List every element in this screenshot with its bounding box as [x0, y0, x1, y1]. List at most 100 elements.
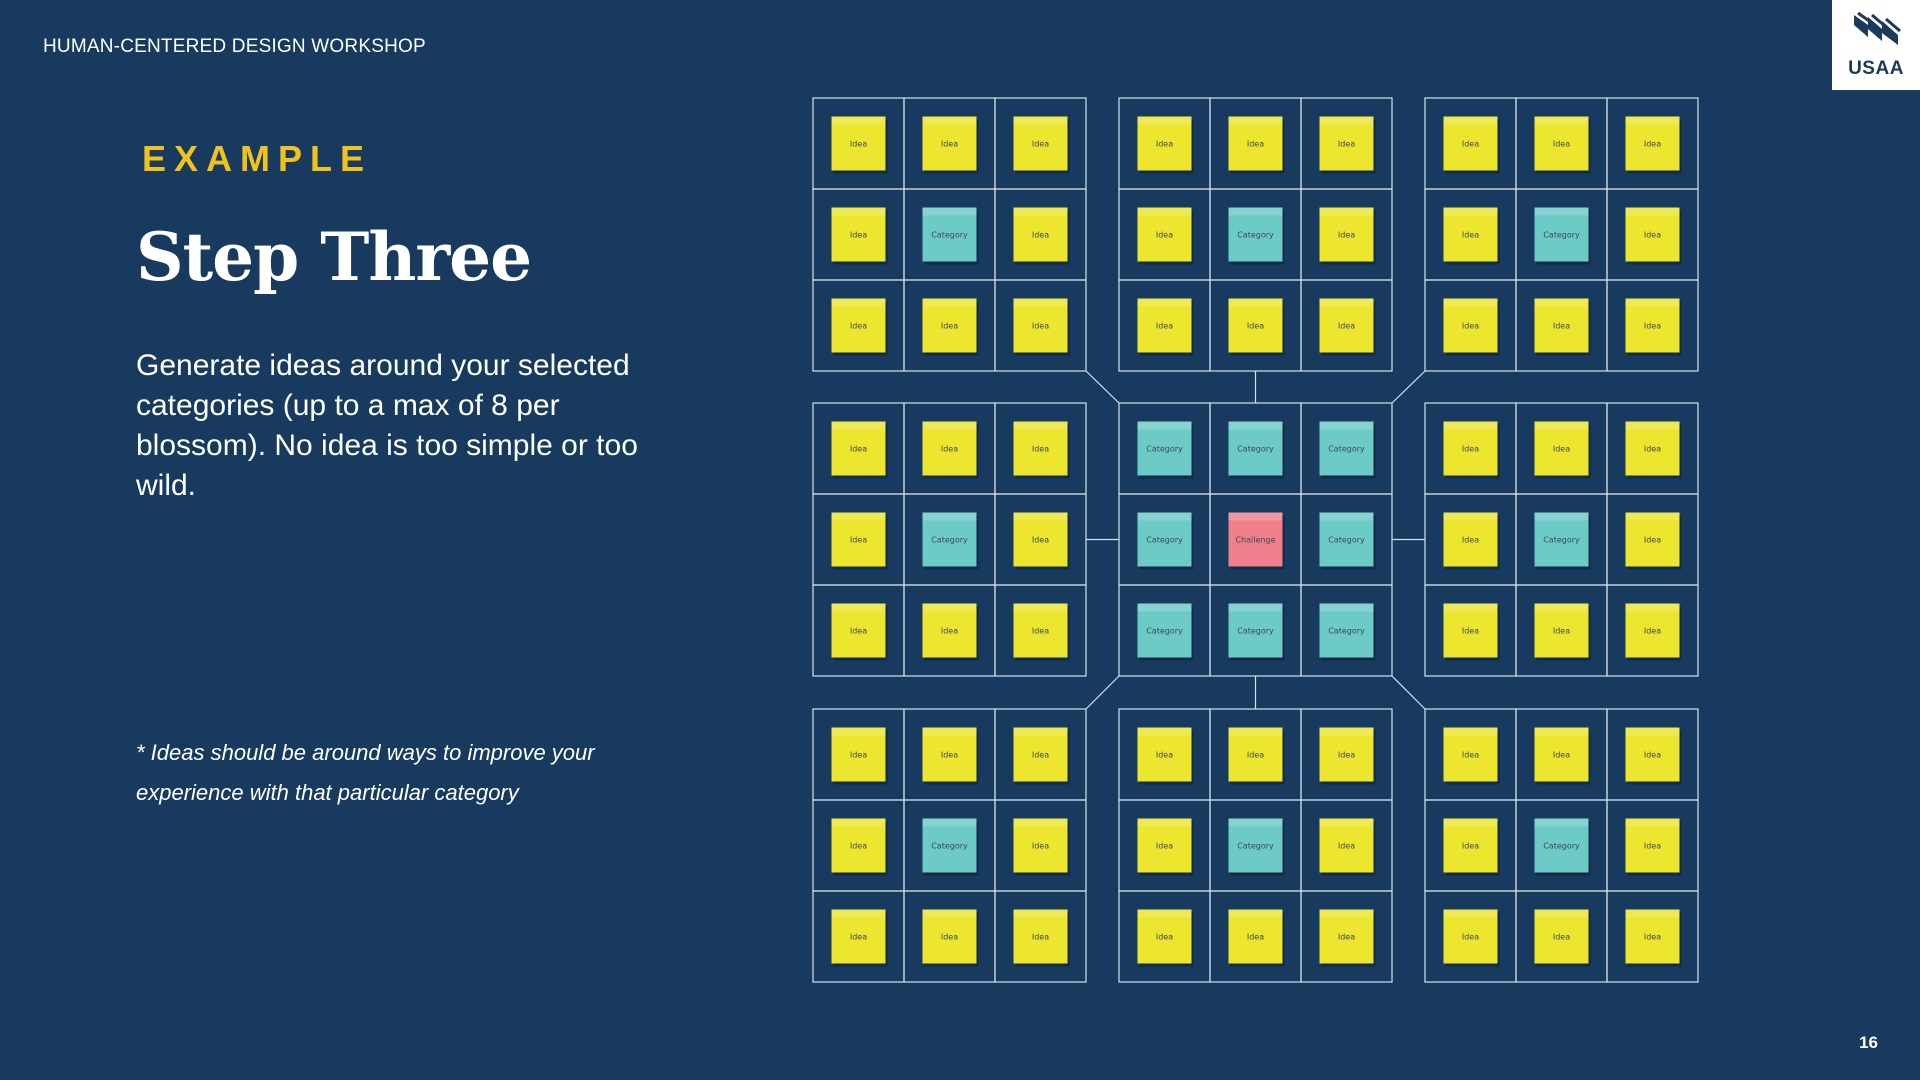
- sticky-note-band: [831, 512, 886, 521]
- sticky-note-band: [1534, 818, 1589, 827]
- sticky-note-idea: [1013, 727, 1068, 782]
- sticky-note-idea: [1319, 116, 1374, 171]
- sticky-note-idea: [1013, 116, 1068, 171]
- sticky-note-label: Category: [931, 231, 968, 240]
- slide-title: Step Three: [136, 218, 532, 296]
- sticky-note-band: [1137, 818, 1192, 827]
- sticky-note-label: Category: [1237, 231, 1274, 240]
- sticky-note-band: [1319, 727, 1374, 736]
- sticky-note-band: [1443, 512, 1498, 521]
- sticky-note-band: [1625, 116, 1680, 125]
- sticky-note-idea: [1534, 116, 1589, 171]
- sticky-note-category: [1534, 512, 1589, 567]
- sticky-note-band: [1228, 727, 1283, 736]
- sticky-note-idea: [1319, 207, 1374, 262]
- sticky-note-band: [1534, 909, 1589, 918]
- sticky-note-band: [1625, 818, 1680, 827]
- sticky-note-idea: [1625, 421, 1680, 476]
- sticky-note-label: Category: [1146, 627, 1183, 636]
- sticky-note-label: Idea: [1032, 627, 1049, 636]
- sticky-note-band: [1137, 909, 1192, 918]
- sticky-note-label: Idea: [941, 933, 958, 942]
- sticky-note-band: [1534, 298, 1589, 307]
- sticky-note-idea: [1443, 421, 1498, 476]
- sticky-note-label: Idea: [1553, 933, 1570, 942]
- sticky-note-band: [1319, 298, 1374, 307]
- sticky-note-band: [1534, 207, 1589, 216]
- sticky-note-band: [1443, 207, 1498, 216]
- sticky-note-label: Category: [931, 536, 968, 545]
- sticky-note-band: [1013, 116, 1068, 125]
- sticky-note-idea: [831, 421, 886, 476]
- sticky-note-label: Category: [1237, 445, 1274, 454]
- sticky-note-label: Idea: [1247, 933, 1264, 942]
- sticky-note-idea: [1625, 909, 1680, 964]
- sticky-note-label: Idea: [850, 140, 867, 149]
- grid-cell: [994, 890, 1087, 983]
- sticky-note-band: [1625, 909, 1680, 918]
- sticky-note-label: Category: [1543, 842, 1580, 851]
- sticky-note-label: Idea: [1032, 231, 1049, 240]
- sticky-note-idea: [1534, 909, 1589, 964]
- sticky-note-label: Idea: [941, 751, 958, 760]
- sticky-note-label: Category: [1237, 627, 1274, 636]
- sticky-note-band: [1137, 512, 1192, 521]
- sticky-note-idea: [1625, 727, 1680, 782]
- sticky-note-band: [1013, 421, 1068, 430]
- sticky-note-idea: [1534, 421, 1589, 476]
- sticky-note-label: Idea: [1462, 445, 1479, 454]
- sticky-note-idea: [831, 298, 886, 353]
- sticky-note-band: [1228, 909, 1283, 918]
- sticky-note-label: Idea: [1032, 751, 1049, 760]
- sticky-note-idea: [1625, 603, 1680, 658]
- sticky-note-idea: [922, 421, 977, 476]
- workshop-title: HUMAN-CENTERED DESIGN WORKSHOP: [43, 36, 426, 57]
- sticky-note-label: Category: [1237, 842, 1274, 851]
- sticky-note-idea: [1319, 818, 1374, 873]
- sticky-note-band: [831, 207, 886, 216]
- sticky-note-idea: [1443, 603, 1498, 658]
- sticky-note-category: [1228, 421, 1283, 476]
- sticky-note-band: [1443, 421, 1498, 430]
- sticky-note-category: [1137, 603, 1192, 658]
- sticky-note-label: Idea: [941, 627, 958, 636]
- sticky-note-label: Idea: [1032, 445, 1049, 454]
- sticky-note-idea: [1228, 727, 1283, 782]
- sticky-note-band: [1443, 116, 1498, 125]
- sticky-note-label: Idea: [1247, 322, 1264, 331]
- connector-line: [1391, 675, 1426, 710]
- sticky-note-idea: [831, 116, 886, 171]
- sticky-note-category: [1534, 818, 1589, 873]
- sticky-note-idea: [1228, 909, 1283, 964]
- sticky-note-band: [1625, 727, 1680, 736]
- sticky-note-band: [1534, 727, 1589, 736]
- sticky-note-band: [922, 909, 977, 918]
- sticky-note-label: Idea: [1338, 231, 1355, 240]
- sticky-note-idea: [1625, 116, 1680, 171]
- sticky-note-label: Idea: [850, 322, 867, 331]
- sticky-note-label: Idea: [1462, 231, 1479, 240]
- sticky-note-label: Idea: [1032, 322, 1049, 331]
- sticky-note-category: [1319, 512, 1374, 567]
- sticky-note-idea: [831, 512, 886, 567]
- sticky-note-label: Idea: [1247, 751, 1264, 760]
- sticky-note-label: Idea: [1462, 140, 1479, 149]
- sticky-note-label: Idea: [941, 445, 958, 454]
- sticky-note-band: [1625, 421, 1680, 430]
- usaa-logo: USAA: [1832, 0, 1920, 90]
- sticky-note-label: Idea: [1032, 140, 1049, 149]
- sticky-note-idea: [1625, 818, 1680, 873]
- sticky-note-band: [831, 727, 886, 736]
- sticky-note-band: [1013, 207, 1068, 216]
- sticky-note-label: Challenge: [1236, 536, 1276, 545]
- sticky-note-idea: [1013, 421, 1068, 476]
- sticky-note-label: Idea: [1462, 751, 1479, 760]
- sticky-note-band: [922, 421, 977, 430]
- sticky-note-label: Idea: [1644, 751, 1661, 760]
- sticky-note-label: Idea: [850, 627, 867, 636]
- sticky-note-band: [1319, 207, 1374, 216]
- sticky-note-label: Idea: [1553, 322, 1570, 331]
- sticky-note-idea: [922, 298, 977, 353]
- sticky-note-label: Idea: [1553, 445, 1570, 454]
- sticky-note-label: Idea: [1156, 842, 1173, 851]
